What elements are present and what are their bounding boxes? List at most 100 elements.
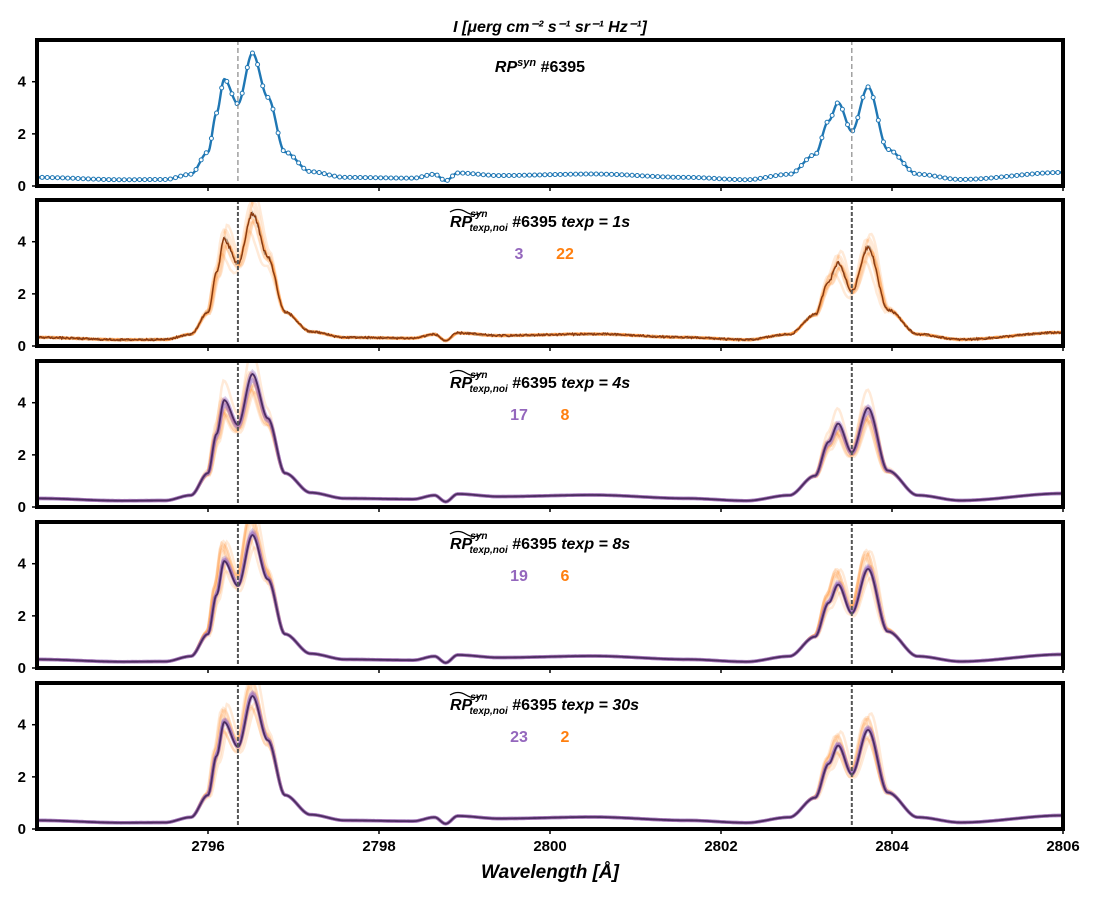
data-point [773, 173, 779, 179]
data-point [301, 165, 307, 171]
data-point [686, 174, 692, 180]
panel-title-sup: syn [470, 692, 487, 703]
data-point [121, 177, 127, 183]
data-point [49, 175, 55, 181]
data-point [188, 171, 194, 177]
data-point [834, 100, 840, 106]
data-point [793, 168, 799, 174]
tilde-mark [449, 530, 483, 538]
data-point [1045, 170, 1051, 176]
data-point [326, 172, 332, 178]
data-point [39, 174, 45, 180]
y-tick-label: 2 [18, 447, 26, 464]
mean-line [37, 695, 1063, 825]
data-point [1004, 173, 1010, 179]
data-point [1024, 171, 1030, 177]
panel-title-sup: syn [470, 531, 487, 542]
data-point [398, 175, 404, 181]
data-point [768, 174, 774, 180]
data-point [624, 172, 630, 178]
data-point [352, 174, 358, 180]
data-point [947, 176, 953, 182]
data-point [239, 90, 245, 96]
panel-title: RPsyn texp,noi #6395 texp = 1s [450, 209, 630, 234]
count-purple: 23 [510, 729, 528, 746]
data-point [90, 176, 96, 182]
plot-area [37, 50, 1063, 183]
data-point [285, 150, 291, 156]
data-point [583, 171, 589, 177]
panel-title-label: RP [450, 697, 473, 714]
panel-title-sub: texp,noi [469, 545, 508, 556]
data-point [403, 175, 409, 181]
x-tick-label: 2806 [1046, 838, 1079, 855]
data-point [824, 119, 830, 125]
data-point [244, 65, 250, 71]
data-point [727, 176, 733, 182]
data-point [511, 172, 517, 178]
count-purple: 19 [510, 568, 528, 585]
data-point [116, 177, 122, 183]
x-tick-label: 2800 [533, 838, 566, 855]
data-point [691, 174, 697, 180]
data-point [526, 172, 532, 178]
data-point [214, 110, 220, 116]
data-point [506, 173, 512, 179]
tilde-mark [449, 691, 483, 699]
data-point [829, 112, 835, 118]
x-tick-label: 2804 [875, 838, 909, 855]
data-point [809, 153, 815, 159]
panel-title-sub: texp,noi [469, 223, 508, 234]
mean-line [37, 373, 1063, 503]
data-point [752, 176, 758, 182]
data-point [275, 130, 281, 136]
data-point [778, 172, 784, 178]
data-point [957, 176, 963, 182]
data-point [588, 171, 594, 177]
ensemble-line-purple [37, 370, 1063, 504]
panel-texp-8s: 0 2 4 RPsyn texp,noi #6395 texp = 8s 19 6 [18, 520, 1065, 677]
data-point [650, 173, 656, 179]
ensemble-line-purple [37, 377, 1063, 504]
ensemble-line-purple [37, 532, 1063, 665]
data-point [367, 175, 373, 181]
plot-area [37, 522, 1063, 665]
data-point [357, 175, 363, 180]
data-point [911, 170, 917, 176]
y-tick-label: 4 [18, 717, 27, 734]
data-point [496, 173, 502, 179]
data-point [460, 170, 466, 176]
x-tick-label: 2798 [362, 838, 395, 855]
data-point [450, 173, 456, 179]
data-point [614, 172, 620, 178]
data-point [721, 176, 727, 182]
data-point [183, 172, 189, 178]
data-point [1050, 170, 1056, 176]
data-point [855, 115, 861, 121]
data-point [203, 150, 209, 156]
ensemble-line-orange [37, 536, 1063, 665]
y-tick-label: 4 [18, 556, 27, 573]
y-tick-label: 0 [18, 660, 26, 677]
data-point [737, 177, 743, 183]
y-tick-label: 2 [18, 608, 26, 625]
data-point [629, 172, 635, 178]
data-point [167, 176, 173, 182]
data-point [270, 106, 276, 112]
panel-title: RPsyn texp,noi #6395 texp = 30s [450, 692, 639, 717]
marker-group [37, 50, 1063, 183]
panel-title: RPsyn texp,noi #6395 texp = 8s [450, 531, 630, 556]
data-point [131, 177, 137, 183]
ensemble-line-orange [37, 371, 1063, 503]
data-point [455, 170, 461, 176]
ensemble-line-orange [37, 701, 1063, 825]
panel-synthetic: 0 2 4 RPsyn #6395 [18, 38, 1065, 195]
panel-title-sub: texp,noi [469, 384, 508, 395]
data-point [942, 175, 948, 181]
data-point [321, 171, 327, 177]
data-point [60, 175, 66, 181]
data-point [747, 177, 753, 183]
noisy-line-gray [37, 210, 1063, 342]
panel-title-label: RP [495, 59, 518, 76]
